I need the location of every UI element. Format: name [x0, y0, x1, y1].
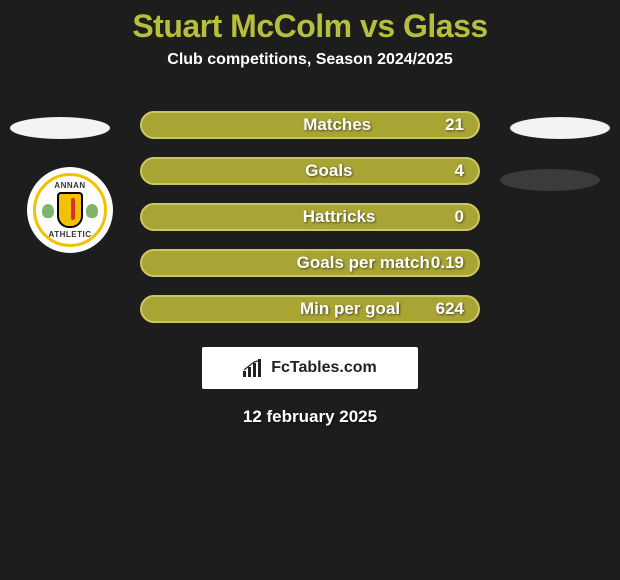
- stat-label: Goals: [305, 161, 352, 181]
- watermark: FcTables.com: [202, 347, 418, 389]
- watermark-text: FcTables.com: [271, 359, 377, 377]
- stat-bar: Hattricks 0: [140, 203, 480, 231]
- stat-value: 0.19: [431, 253, 464, 273]
- stat-bars: Matches 21 Goals 4 Hattricks 0 Goals per match…: [140, 111, 480, 323]
- stat-label: Goals per match: [297, 253, 430, 273]
- club-badge: ANNAN ATHLETIC: [27, 167, 113, 253]
- page-title: Stuart McColm vs Glass: [0, 0, 620, 45]
- thistle-left-icon: [42, 204, 54, 218]
- right-ellipse-mid: [500, 169, 600, 191]
- date: 12 february 2025: [0, 407, 620, 427]
- stat-bar: Goals per match0.19: [140, 249, 480, 277]
- right-ellipse-top: [510, 117, 610, 139]
- stat-bar: Goals 4: [140, 157, 480, 185]
- badge-bottom-text: ATHLETIC: [36, 230, 104, 239]
- stat-value: 21: [445, 115, 464, 135]
- stat-value: 0: [455, 207, 464, 227]
- subtitle: Club competitions, Season 2024/2025: [0, 51, 620, 69]
- stat-label: Min per goal: [300, 299, 400, 319]
- stat-value: 4: [455, 161, 464, 181]
- shield-icon: [57, 192, 83, 228]
- stats-area: ANNAN ATHLETIC Matches 21 Goals 4 Hattricks 0…: [0, 111, 620, 323]
- stat-value: 624: [436, 299, 464, 319]
- left-ellipse: [10, 117, 110, 139]
- chart-icon: [243, 359, 265, 377]
- stat-label: Hattricks: [303, 207, 376, 227]
- stat-label: Matches: [303, 115, 371, 135]
- stat-bar: Min per goal 624: [140, 295, 480, 323]
- badge-top-text: ANNAN: [36, 181, 104, 190]
- stat-bar: Matches 21: [140, 111, 480, 139]
- thistle-right-icon: [86, 204, 98, 218]
